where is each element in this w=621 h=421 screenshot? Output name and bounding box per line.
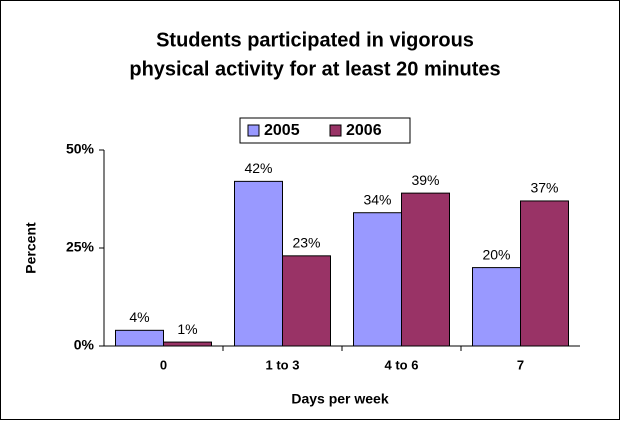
x-tick-label: 7 [517, 357, 524, 372]
legend-swatch [329, 124, 342, 137]
bar [472, 267, 521, 347]
bar [401, 192, 450, 347]
bar [520, 200, 569, 347]
y-tick-label: 25% [66, 239, 95, 255]
x-tick-label: 4 to 6 [385, 357, 419, 372]
y-axis-label: Percent [23, 222, 39, 274]
data-label: 42% [244, 160, 272, 176]
bar [115, 329, 164, 347]
legend-label: 2006 [346, 122, 382, 139]
data-label: 1% [177, 321, 197, 337]
data-label: 37% [530, 180, 558, 196]
chart-title: physical activity for at least 20 minute… [129, 58, 500, 80]
x-tick-label: 0 [160, 357, 167, 372]
bar [353, 212, 402, 347]
chart-title: Students participated in vigorous [156, 29, 474, 51]
y-tick-label: 0% [74, 337, 95, 353]
bar [282, 255, 331, 347]
x-axis-label: Days per week [291, 391, 388, 407]
legend-swatch [247, 124, 260, 137]
data-label: 20% [482, 246, 510, 262]
legend-label: 2005 [264, 122, 300, 139]
data-label: 39% [411, 172, 439, 188]
x-tick-label: 1 to 3 [266, 357, 300, 372]
y-tick-label: 50% [66, 141, 95, 157]
data-label: 23% [292, 235, 320, 251]
bar [234, 180, 283, 347]
data-label: 4% [129, 309, 149, 325]
data-label: 34% [363, 191, 391, 207]
legend-box [239, 117, 411, 144]
bar [163, 341, 212, 347]
